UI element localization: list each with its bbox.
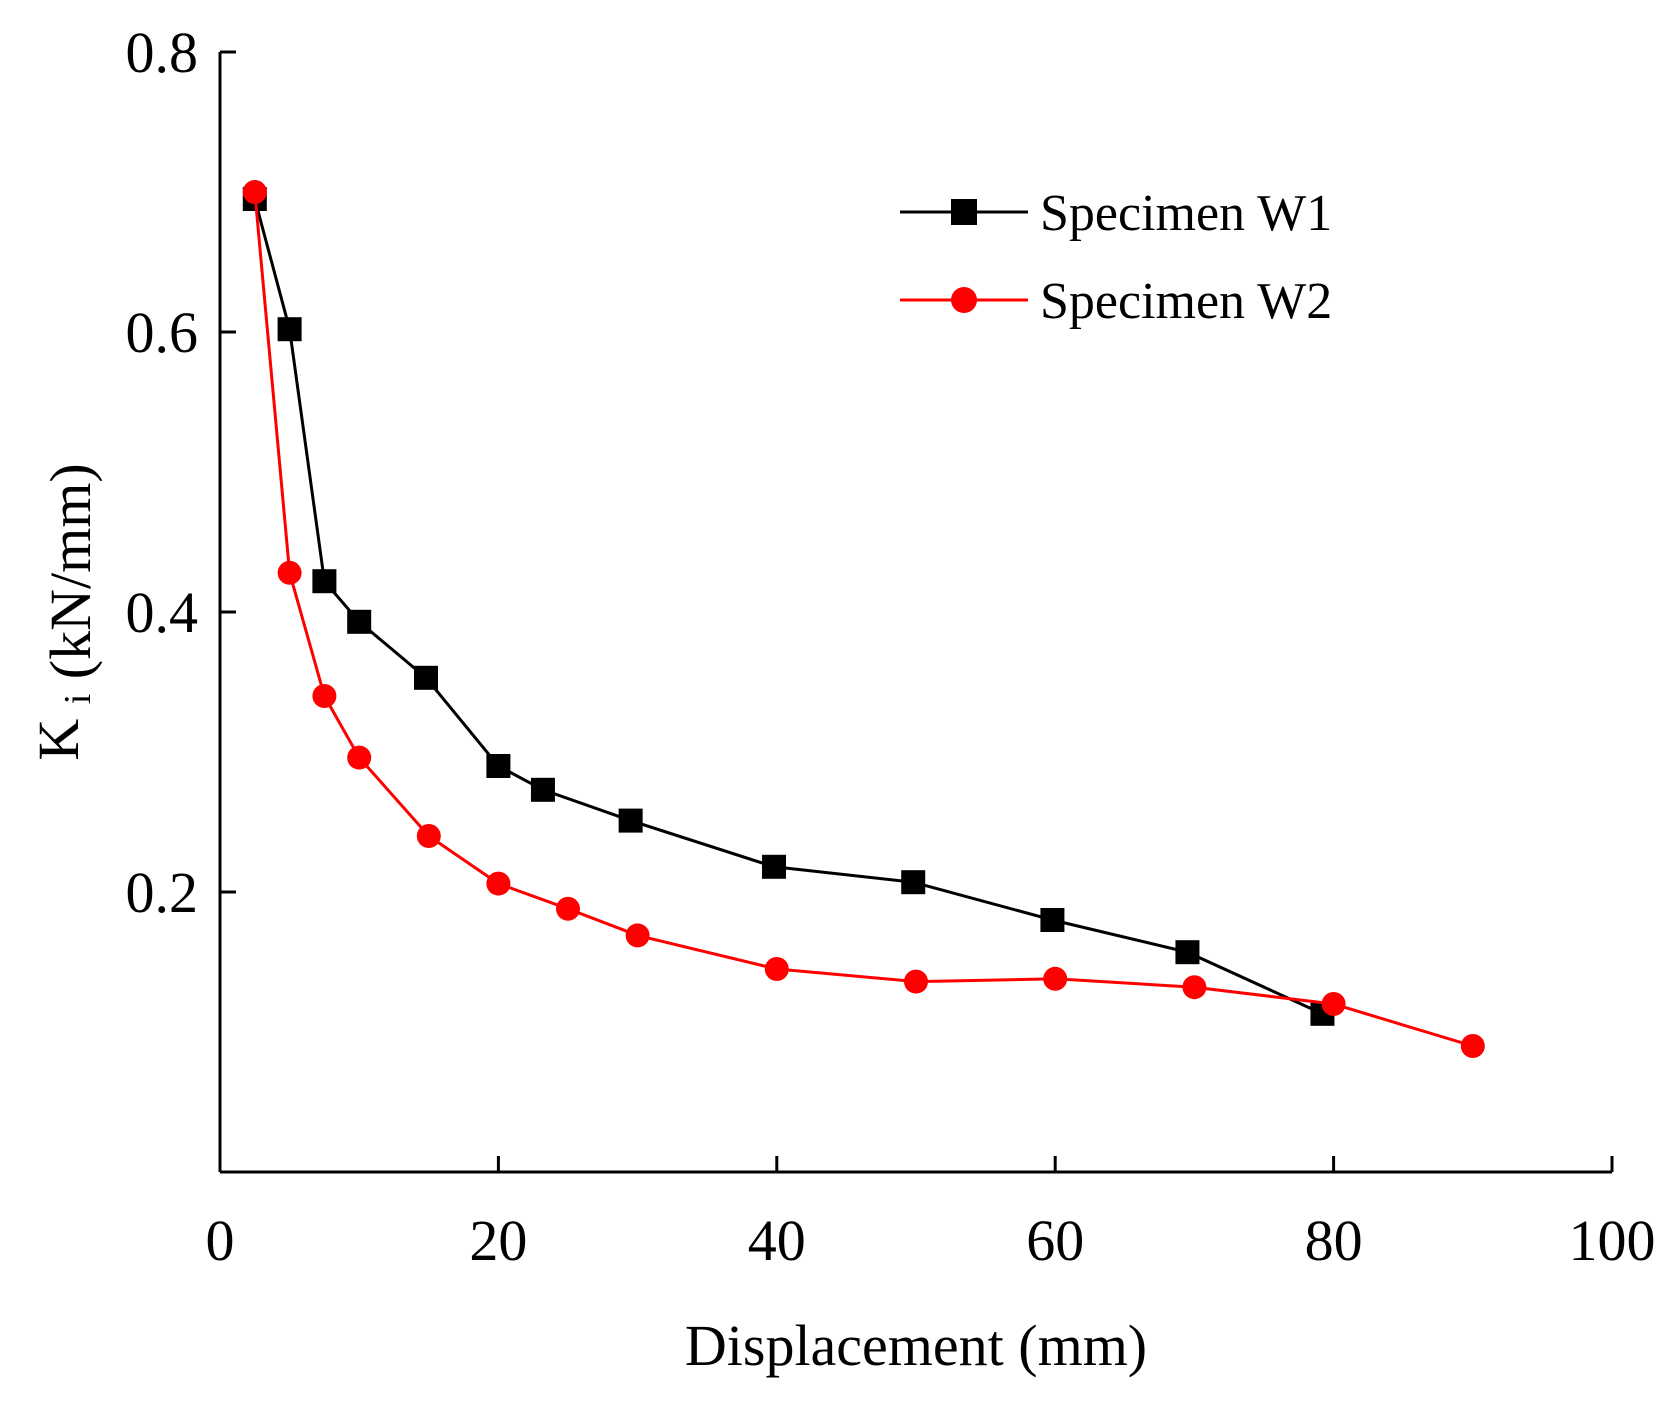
x-tick-label-3: 60 bbox=[1026, 1208, 1084, 1273]
point-specimen-w1-3 bbox=[347, 609, 372, 634]
legend-label-specimen-w1: Specimen W1 bbox=[1040, 185, 1332, 242]
y-tick-label-3: 0.8 bbox=[126, 20, 199, 85]
legend-item-specimen-w1: Specimen W1 bbox=[900, 185, 1332, 242]
point-specimen-w1-9 bbox=[901, 870, 926, 895]
x-tick-label-5: 100 bbox=[1569, 1208, 1656, 1273]
x-axis-title: Displacement (mm) bbox=[685, 1313, 1147, 1378]
point-specimen-w1-2 bbox=[312, 569, 337, 594]
point-specimen-w1-10 bbox=[1040, 908, 1065, 932]
y-axis-title-main: K bbox=[26, 719, 91, 761]
plot-area bbox=[242, 180, 1485, 1058]
point-specimen-w2-1 bbox=[277, 560, 302, 585]
point-specimen-w2-7 bbox=[625, 923, 650, 948]
legend-item-specimen-w2: Specimen W2 bbox=[900, 273, 1332, 330]
x-tick-label-4: 80 bbox=[1305, 1208, 1363, 1273]
point-specimen-w2-11 bbox=[1182, 975, 1207, 1000]
x-axis-ticks: 0 20 40 60 80 100 bbox=[206, 1156, 1656, 1273]
point-specimen-w1-5 bbox=[486, 754, 511, 778]
point-specimen-w2-10 bbox=[1043, 966, 1068, 991]
series-layer bbox=[242, 180, 1485, 1058]
legend-marker-specimen-w2 bbox=[951, 287, 977, 313]
x-tick-label-2: 40 bbox=[748, 1208, 806, 1273]
y-axis-ticks: 0.2 0.4 0.6 0.8 bbox=[126, 20, 236, 925]
point-specimen-w2-13 bbox=[1460, 1034, 1485, 1058]
y-tick-label-0: 0.2 bbox=[126, 860, 199, 925]
axes: 0 20 40 60 80 100 0.2 0.4 0.6 0.8 bbox=[126, 20, 1656, 1273]
point-specimen-w2-0 bbox=[242, 180, 267, 204]
y-axis-title-subscript: i bbox=[57, 694, 99, 705]
point-specimen-w1-7 bbox=[618, 808, 643, 833]
legend-label-specimen-w2: Specimen W2 bbox=[1040, 273, 1332, 330]
x-tick-label-1: 20 bbox=[469, 1208, 527, 1273]
point-specimen-w2-12 bbox=[1321, 992, 1346, 1016]
point-specimen-w1-11 bbox=[1175, 940, 1200, 965]
point-specimen-w1-4 bbox=[414, 665, 439, 690]
point-specimen-w2-6 bbox=[556, 896, 580, 921]
point-specimen-w2-3 bbox=[347, 745, 372, 770]
legend: Specimen W1 Specimen W2 bbox=[900, 185, 1332, 330]
point-specimen-w1-1 bbox=[277, 317, 302, 342]
y-tick-label-2: 0.6 bbox=[126, 300, 199, 365]
point-specimen-w2-8 bbox=[764, 957, 789, 981]
point-specimen-w2-5 bbox=[486, 871, 511, 896]
point-specimen-w2-2 bbox=[312, 684, 337, 708]
y-tick-label-1: 0.4 bbox=[126, 580, 199, 645]
axis-titles: Displacement (mm) K i (kN/mm) bbox=[26, 463, 1147, 1378]
x-tick-label-0: 0 bbox=[206, 1208, 235, 1273]
y-axis-title-unit: (kN/mm) bbox=[38, 463, 103, 679]
point-specimen-w2-4 bbox=[416, 824, 441, 848]
point-specimen-w2-9 bbox=[904, 969, 928, 994]
y-axis-title: K i (kN/mm) bbox=[26, 463, 103, 760]
legend-marker-specimen-w1 bbox=[951, 199, 977, 225]
point-specimen-w1-8 bbox=[762, 854, 787, 879]
point-specimen-w1-6 bbox=[530, 777, 555, 802]
